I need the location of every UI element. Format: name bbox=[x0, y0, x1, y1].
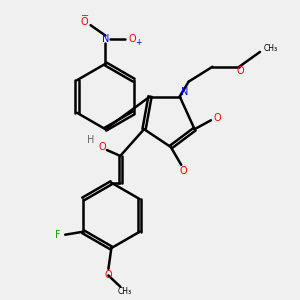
Text: +: + bbox=[135, 38, 141, 47]
Text: CH₃: CH₃ bbox=[263, 44, 278, 53]
Text: −: − bbox=[81, 11, 89, 21]
Text: O: O bbox=[213, 113, 221, 123]
Text: O: O bbox=[179, 167, 187, 176]
Text: F: F bbox=[55, 230, 61, 240]
Text: CH₃: CH₃ bbox=[118, 287, 132, 296]
Text: H: H bbox=[87, 136, 94, 146]
Text: O: O bbox=[81, 16, 88, 27]
Text: O: O bbox=[128, 34, 136, 44]
Text: O: O bbox=[237, 66, 244, 76]
Text: N: N bbox=[102, 34, 109, 44]
Text: O: O bbox=[105, 270, 112, 280]
Text: N: N bbox=[182, 87, 189, 97]
Text: O: O bbox=[99, 142, 106, 152]
